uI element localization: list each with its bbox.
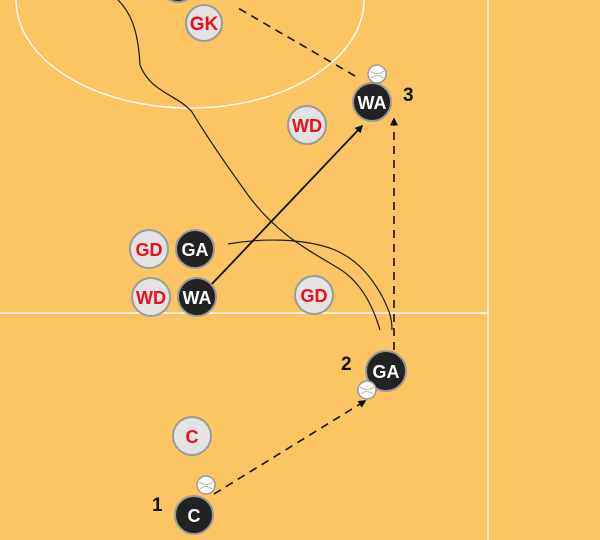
ga-movement-path <box>227 239 393 331</box>
step-number-3: 3 <box>403 85 414 106</box>
pass-arrow-3 <box>237 7 356 77</box>
player-ga-mid-label: GA <box>373 362 400 382</box>
player-gk-label: GK <box>190 14 219 35</box>
player-gd-center-label: GD <box>301 286 328 306</box>
player-gk: GK <box>185 4 223 42</box>
player-token-offscreen <box>167 0 189 3</box>
goal-circle-line <box>15 0 365 109</box>
player-wd-left: WD <box>131 277 171 317</box>
ball-icon <box>196 475 216 495</box>
player-gd-center: GD <box>294 275 334 315</box>
player-ga-mid: GA <box>365 350 407 392</box>
step-number-1: 1 <box>152 495 163 516</box>
player-wd-top: WD <box>287 105 327 145</box>
player-c-defender: C <box>172 416 212 456</box>
player-ga-left: GA <box>175 229 215 269</box>
pass-arrow-1 <box>213 400 367 495</box>
step-number-2: 2 <box>341 354 352 375</box>
ball-icon <box>367 64 387 84</box>
player-wd-top-label: WD <box>292 116 322 136</box>
player-gd-left: GD <box>129 229 169 269</box>
player-wa-target: WA <box>352 82 392 122</box>
player-wa-target-label: WA <box>358 93 387 113</box>
gk-movement-path <box>117 0 381 331</box>
player-c-attacker-label: C <box>188 506 201 526</box>
player-wa-left-label: WA <box>183 288 212 308</box>
player-wd-left-label: WD <box>136 288 166 308</box>
player-ga-left-label: GA <box>182 240 209 260</box>
player-gd-left-label: GD <box>136 240 163 260</box>
player-c-attacker: C <box>174 495 214 535</box>
ball-icon <box>357 380 377 400</box>
player-c-defender-label: C <box>186 427 199 447</box>
wa-lead-arrow <box>209 124 364 287</box>
player-wa-left: WA <box>177 277 217 317</box>
